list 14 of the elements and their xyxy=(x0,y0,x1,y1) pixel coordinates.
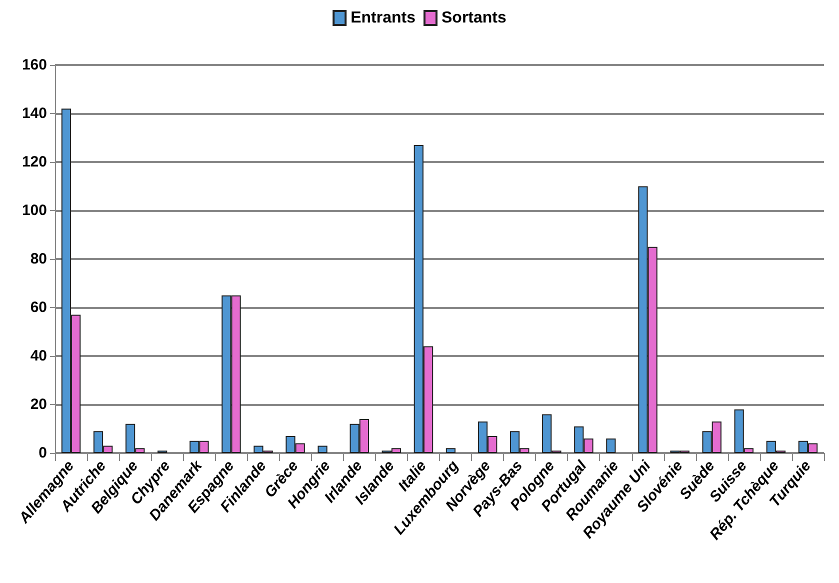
y-tick-label: 40 xyxy=(30,348,47,364)
legend-label: Entrants xyxy=(350,10,416,26)
y-tick-label: 120 xyxy=(22,154,47,170)
y-tick-label: 100 xyxy=(22,202,47,219)
bar xyxy=(606,438,616,453)
bar xyxy=(446,448,456,453)
y-tick-label: 160 xyxy=(22,56,47,74)
y-tick-label: 60 xyxy=(30,299,47,316)
y-tick-label: 0 xyxy=(38,444,47,462)
bar xyxy=(318,446,328,453)
y-tick-label: 20 xyxy=(30,396,47,413)
legend-label: Sortants xyxy=(442,10,506,26)
y-tick-label: 140 xyxy=(22,105,47,122)
y-tick-label: 80 xyxy=(30,250,47,268)
